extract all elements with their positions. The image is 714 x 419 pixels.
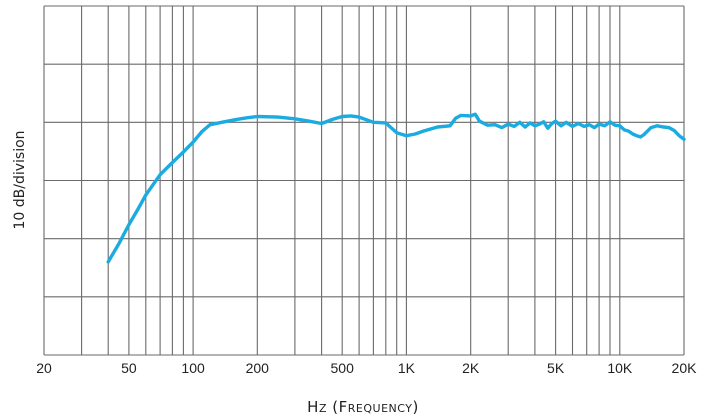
x-tick-label: 50 [121,360,137,376]
x-tick-label: 100 [181,360,205,376]
x-tick-label: 200 [246,360,270,376]
x-tick-label: 20K [672,360,698,376]
series-layer [106,112,686,264]
response-curve [106,112,686,264]
x-tick-label: 500 [331,360,355,376]
grid [43,5,685,356]
x-tick-label: 5K [547,360,565,376]
x-tick-label: 20 [36,360,52,376]
x-axis-label: HZ (FREQUENCY) [307,398,419,416]
x-tick-labels: 20 50 100 200 500 1K 2K 5K 10K 20K [36,360,697,376]
x-tick-label: 10K [607,360,633,376]
x-tick-label: 2K [462,360,480,376]
y-axis-label: 10 dB/division [12,130,28,229]
x-tick-label: 1K [398,360,416,376]
